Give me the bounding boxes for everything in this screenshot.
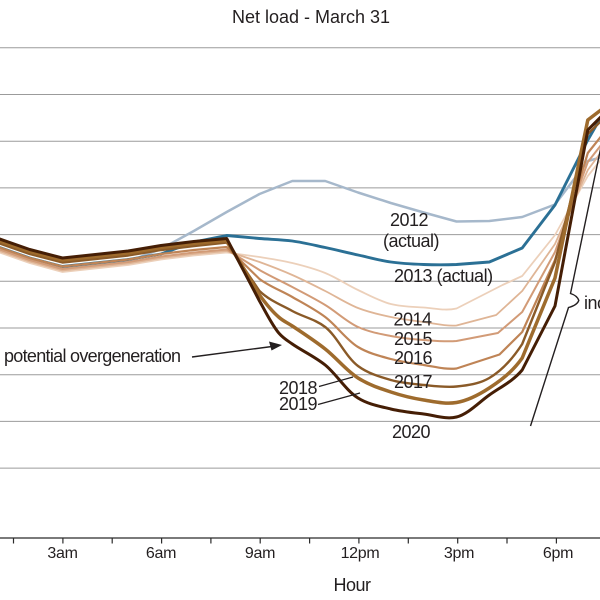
svg-text:increased ramp: increased ramp — [584, 293, 600, 313]
svg-text:2012: 2012 — [390, 210, 429, 230]
svg-text:Net load - March 31: Net load - March 31 — [232, 7, 390, 27]
svg-text:2015: 2015 — [394, 329, 433, 349]
svg-text:2013 (actual): 2013 (actual) — [394, 266, 493, 286]
svg-text:2020: 2020 — [392, 422, 431, 442]
svg-text:2014: 2014 — [394, 310, 433, 330]
svg-text:3pm: 3pm — [444, 545, 474, 562]
svg-text:2018: 2018 — [279, 378, 318, 398]
svg-text:(actual): (actual) — [383, 231, 439, 251]
svg-text:2016: 2016 — [394, 348, 433, 368]
svg-text:9am: 9am — [245, 545, 275, 562]
svg-text:3am: 3am — [47, 545, 77, 562]
svg-text:12pm: 12pm — [341, 545, 380, 562]
svg-text:6pm: 6pm — [543, 545, 573, 562]
svg-text:2017: 2017 — [394, 372, 433, 392]
svg-text:Hour: Hour — [333, 575, 371, 595]
svg-text:6am: 6am — [146, 545, 176, 562]
svg-text:2019: 2019 — [279, 394, 318, 414]
svg-text:potential overgeneration: potential overgeneration — [4, 346, 180, 366]
